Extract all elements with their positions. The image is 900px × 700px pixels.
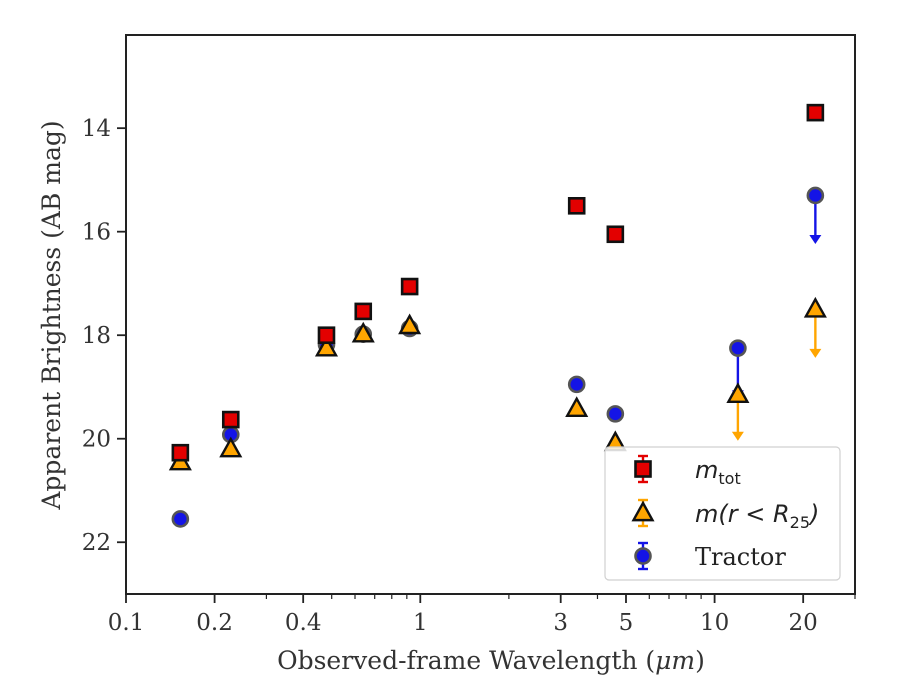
point-triangle [726, 382, 750, 404]
legend-marker-square [634, 460, 652, 478]
point-circle [729, 339, 747, 357]
x-tick-label: 10 [700, 610, 729, 636]
point-triangle [351, 321, 375, 343]
point-square [400, 277, 419, 296]
point-triangle [314, 335, 339, 357]
point-triangle [803, 296, 827, 318]
y-axis-label: Apparent Brightness (AB mag) [37, 120, 66, 510]
y-tick-label: 16 [82, 220, 111, 246]
legend-entry: Tractor [634, 541, 786, 571]
point-circle [806, 186, 825, 205]
x-tick-label: 5 [619, 610, 634, 636]
x-axis-label-main: Observed-frame Wavelength ( [277, 646, 655, 675]
point-square [806, 103, 825, 122]
legend-label: m(r < R25) [695, 500, 819, 532]
legend-frame [604, 446, 841, 581]
upper-limit-arrowhead [731, 431, 744, 441]
legend-label-end: ) [808, 500, 819, 528]
point-square [221, 410, 240, 429]
x-tick-label: 0.2 [196, 610, 233, 636]
x-tick-label: 0.1 [108, 610, 145, 636]
y-tick-label: 22 [82, 530, 111, 556]
point-circle [606, 405, 625, 423]
plot-frame [125, 34, 856, 595]
point-circle [171, 510, 190, 528]
legend-label-sub: tot [718, 469, 740, 488]
upper-limit-arrowhead [809, 235, 822, 245]
x-tick-label: 0.4 [285, 610, 322, 636]
point-triangle [565, 396, 589, 418]
legend-label-sub: 25 [790, 513, 810, 532]
legend-label: Tractor [695, 543, 786, 571]
point-square [171, 443, 190, 462]
y-tick-label: 14 [82, 116, 111, 142]
point-square [317, 326, 336, 345]
legend-label-main: m(r < R [695, 500, 790, 528]
legend-label-main: m [695, 456, 718, 484]
x-tick-label: 1 [413, 610, 428, 636]
x-axis-label-end: ) [695, 646, 705, 675]
point-triangle [398, 313, 422, 335]
x-axis-label-unit: μm [655, 646, 695, 675]
y-tick-label: 20 [82, 427, 111, 453]
point-triangle [219, 436, 243, 458]
x-axis-label: Observed-frame Wavelength (μm) [277, 646, 705, 675]
legend: mtot m(r < R25) Tractor [604, 446, 841, 581]
point-square [354, 302, 373, 321]
legend-label-main: Tractor [695, 543, 786, 571]
x-tick-label: 3 [553, 610, 568, 636]
legend-marker-circle [634, 547, 652, 565]
data-marks [168, 103, 827, 528]
x-tick-label: 20 [789, 610, 818, 636]
point-square [606, 225, 625, 244]
upper-limit-arrowhead [809, 348, 822, 358]
legend-entry: mtot [634, 454, 741, 488]
point-circle [567, 375, 586, 394]
y-tick-label: 18 [82, 323, 111, 349]
legend-label: mtot [695, 456, 741, 488]
legend-entry: m(r < R25) [631, 498, 819, 532]
point-square [567, 197, 586, 215]
axes: 0.1 0.2 0.4 1 3 5 10 20 14 16 18 20 22 [82, 34, 856, 636]
legend-marker-triangle [631, 500, 655, 522]
